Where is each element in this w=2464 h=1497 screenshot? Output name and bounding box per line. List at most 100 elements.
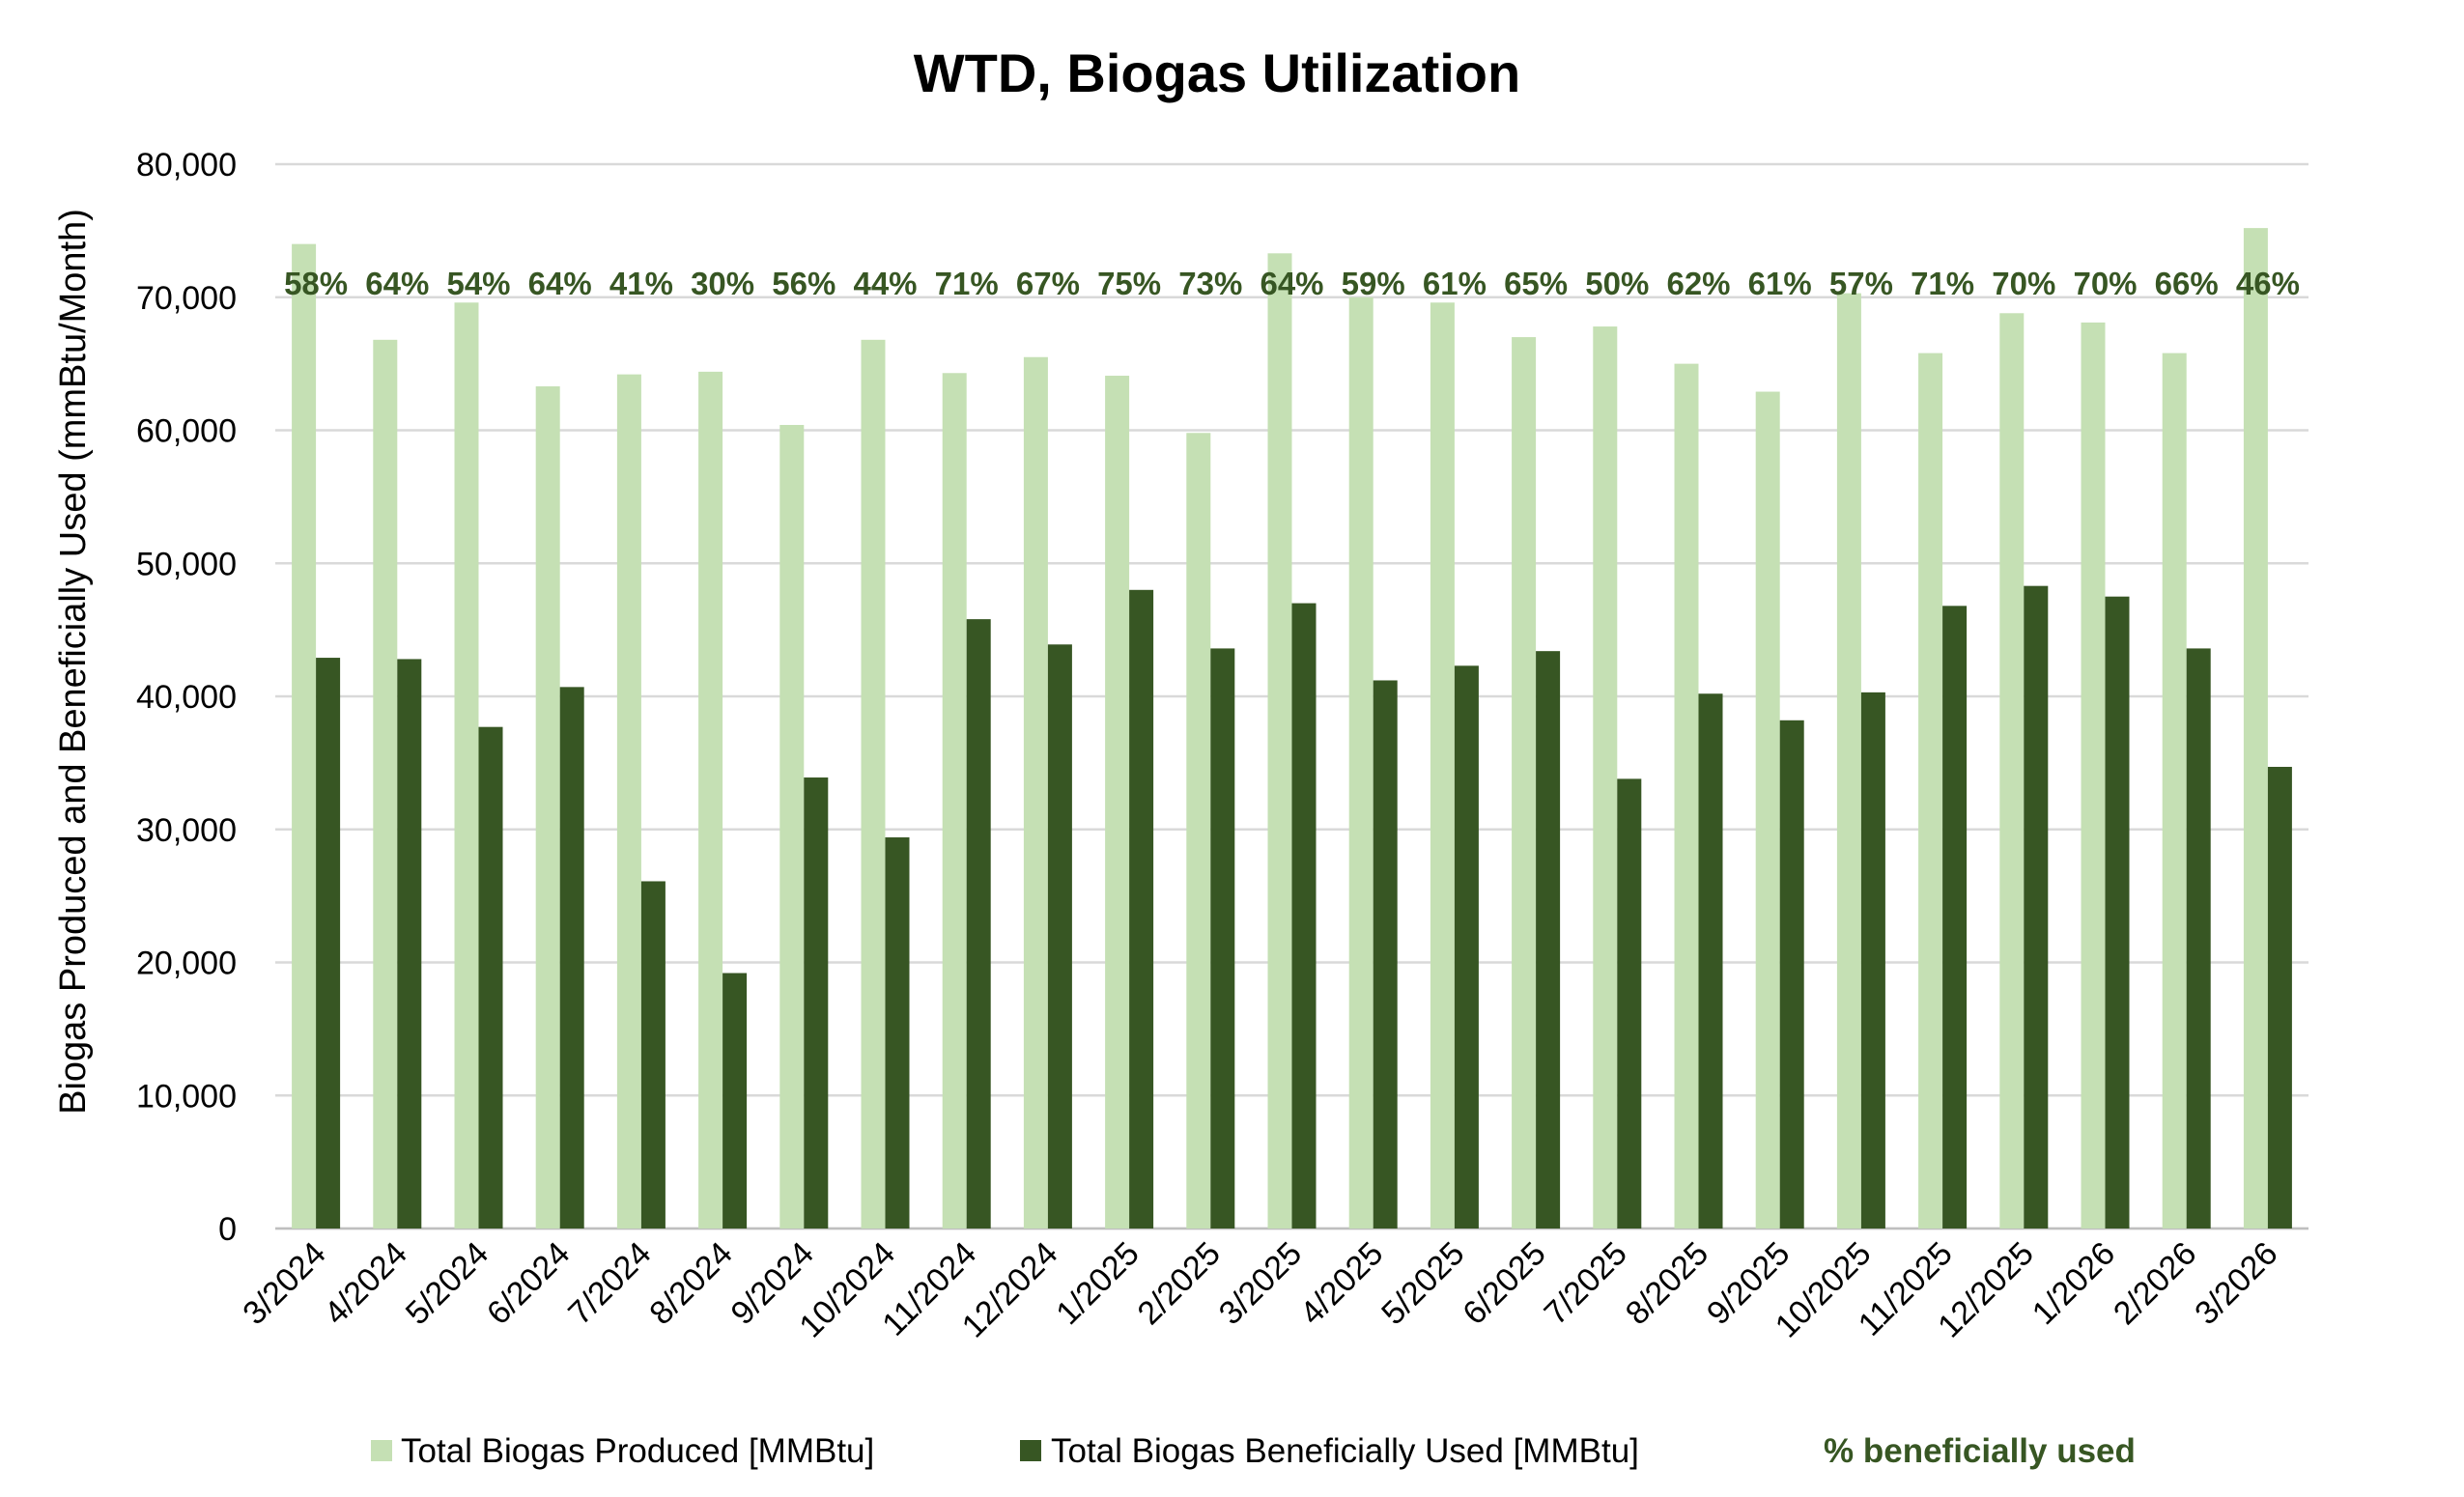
legend: Total Biogas Produced [MMBtu] Total Biog… [371,1432,2136,1470]
percent-label: 70% [1992,266,2055,301]
legend-label-percent: % beneficially used [1824,1432,2136,1470]
percent-label: 64% [365,266,429,301]
bar-used [640,881,666,1229]
y-axis-label: Biogas Produced and Beneficially Used (m… [53,209,94,1115]
bar-used [1779,720,1804,1229]
bar-produced [1023,356,1048,1229]
bar-produced [616,374,641,1229]
percent-label: 67% [1016,266,1080,301]
x-tick-label: 2/2025 [1131,1235,1228,1332]
bar-produced [1918,353,1943,1229]
percent-label: 75% [1097,266,1161,301]
bar-used [1291,603,1317,1229]
percent-label: 70% [2073,266,2137,301]
x-tick-label: 1/2025 [1049,1235,1146,1332]
bar-used [1860,692,1885,1229]
x-tick-label: 3/2024 [236,1235,332,1332]
x-tick-label: 3/2026 [2188,1235,2284,1332]
bar-produced [1105,376,1130,1229]
bar-produced [1593,326,1618,1229]
bar-produced [1755,391,1780,1229]
bar-produced [779,424,805,1229]
bar-used [2024,585,2049,1229]
y-tick-label: 0 [218,1211,237,1248]
bar-used [1210,648,1235,1229]
bar-used [397,659,422,1229]
percent-label: 73% [1178,266,1242,301]
bar-used [1698,693,1723,1229]
bar-produced [861,339,886,1229]
x-tick-label: 7/2024 [561,1235,658,1332]
percent-label: 57% [1829,266,1893,301]
bar-produced [942,373,967,1229]
bar-produced [1348,297,1374,1229]
percent-label: 62% [1666,266,1730,301]
y-tick-label: 70,000 [136,280,237,317]
bar-produced [1836,293,1861,1229]
legend-swatch-used [1020,1440,1041,1461]
bar-used [1129,589,1154,1229]
bar-used [1942,606,1968,1229]
legend-label-produced: Total Biogas Produced [MMBtu] [401,1432,874,1470]
y-tick-label: 20,000 [136,946,237,982]
legend-swatch-produced [371,1440,392,1461]
percent-labels: 58% 64% 54% 64% 41% 30% 56% 44% 71% 67% 75% 73% 64% 5… [284,266,2300,301]
percent-label: 66% [2155,266,2219,301]
bar-used [2186,648,2211,1229]
percent-label: 71% [1911,266,1974,301]
x-tick-label: 2/2026 [2107,1235,2203,1332]
bar-used [1373,680,1398,1229]
x-tick-label: 4/2025 [1293,1235,1390,1332]
bar-produced [1999,313,2025,1229]
bar-used [1617,778,1642,1229]
x-tick-label: 3/2025 [1212,1235,1309,1332]
percent-label: 56% [772,266,835,301]
bar-used [804,777,829,1229]
y-tick-label: 40,000 [136,679,237,716]
percent-label: 30% [691,266,754,301]
percent-label: 46% [2236,266,2300,301]
bar-produced [1186,433,1211,1229]
bar-used [2267,767,2292,1229]
chart-title: WTD, Biogas Utilization [914,42,1520,103]
bar-used [2105,596,2130,1229]
percent-label: 44% [853,266,917,301]
bar-produced [2081,322,2106,1229]
x-tick-label: 1/2026 [2025,1235,2122,1332]
bar-produced [454,302,479,1229]
bar-used [478,726,503,1229]
bar-produced [1430,302,1455,1229]
bar-produced [535,386,560,1229]
percent-label: 58% [284,266,348,301]
percent-label: 61% [1748,266,1812,301]
bar-produced [1267,253,1292,1229]
percent-label: 50% [1585,266,1649,301]
x-tick-label: 6/2025 [1456,1235,1552,1332]
percent-label: 54% [446,266,510,301]
bars [292,228,2292,1229]
bar-used [316,658,341,1229]
bar-produced [2162,353,2187,1229]
bar-used [1454,665,1479,1229]
percent-label: 65% [1504,266,1568,301]
x-tick-label: 6/2024 [480,1235,577,1332]
percent-label: 61% [1423,266,1487,301]
y-tick-label: 10,000 [136,1078,237,1115]
percent-label: 64% [528,266,592,301]
x-axis-ticks: 3/20244/20245/20246/20247/20248/20249/20… [236,1235,2284,1345]
x-tick-label: 4/2024 [318,1235,414,1332]
bar-used [885,837,910,1229]
x-tick-label: 5/2024 [399,1235,496,1332]
y-tick-label: 30,000 [136,812,237,849]
y-tick-label: 50,000 [136,546,237,582]
x-tick-label: 8/2024 [642,1235,739,1332]
bar-used [1536,651,1561,1229]
bar-used [559,687,584,1229]
bar-produced [1512,337,1537,1229]
bar-produced [1674,363,1699,1229]
bar-produced [373,339,398,1229]
bar-used [1047,644,1072,1229]
percent-label: 71% [935,266,999,301]
